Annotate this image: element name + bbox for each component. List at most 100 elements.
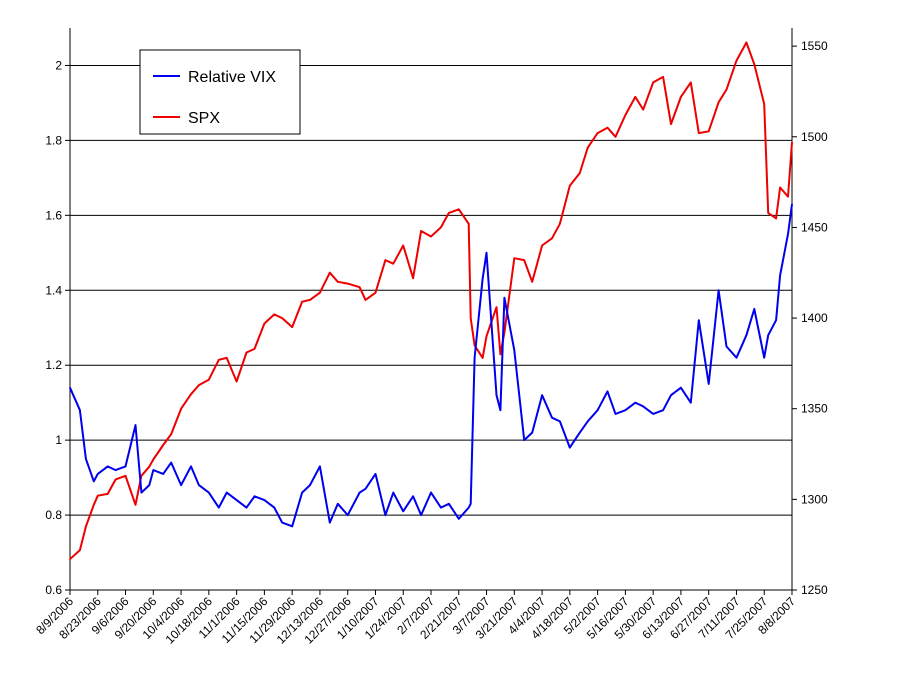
right-tick-label: 1550 [801, 39, 828, 53]
left-tick-label: 1.6 [45, 208, 62, 222]
data-point [596, 132, 599, 134]
data-point [458, 208, 460, 211]
data-point [218, 506, 220, 509]
data-point [642, 405, 644, 408]
data-point [569, 184, 571, 187]
data-point [541, 244, 543, 247]
data-point [469, 503, 472, 505]
data-point [170, 461, 172, 464]
right-tick-label: 1450 [801, 220, 828, 234]
data-point [753, 63, 756, 66]
data-point [440, 506, 442, 509]
data-point [670, 394, 672, 397]
data-point [513, 349, 516, 352]
data-point [725, 88, 728, 91]
data-point [263, 322, 266, 325]
data-point [225, 357, 228, 359]
data-point [735, 356, 738, 359]
data-point [579, 431, 581, 434]
legend: Relative VIX SPX [139, 49, 301, 135]
data-point [430, 235, 432, 238]
data-point [791, 141, 793, 143]
data-point [569, 446, 571, 449]
legend-label-spx: SPX [188, 110, 220, 127]
data-point [124, 465, 127, 468]
data-point [763, 103, 765, 105]
left-tick-label: 0.6 [45, 583, 62, 597]
data-point [245, 506, 248, 509]
data-point [124, 475, 127, 477]
data-point [162, 444, 164, 446]
data-point [473, 356, 476, 359]
data-point [662, 76, 664, 78]
data-point [753, 308, 756, 310]
data-point [301, 491, 303, 494]
data-point [680, 96, 682, 98]
series-line-spx [69, 41, 793, 560]
right-tick-label: 1500 [801, 130, 828, 144]
data-point [114, 469, 117, 471]
data-point [85, 525, 87, 528]
data-point [495, 306, 498, 309]
data-point [208, 491, 210, 494]
data-point [775, 217, 777, 220]
data-point [499, 409, 502, 412]
data-point [586, 420, 589, 423]
data-point [469, 317, 472, 319]
data-point [559, 223, 561, 225]
left-tick-label: 1.4 [45, 283, 62, 297]
data-point [152, 458, 155, 461]
data-point [499, 353, 502, 356]
data-point [337, 281, 339, 283]
data-point [337, 503, 339, 505]
data-point [114, 478, 117, 481]
data-point [596, 409, 599, 412]
data-point [634, 96, 637, 98]
data-point [273, 313, 276, 316]
data-point [606, 126, 609, 129]
data-point [775, 319, 777, 322]
data-point [69, 558, 71, 560]
data-point [245, 351, 248, 354]
data-point [402, 244, 405, 247]
data-point [717, 289, 720, 292]
data-point [430, 491, 432, 494]
left-axis-ticks: 0.6 0.8 1 1.2 1.4 1.6 1.8 2 [45, 58, 70, 597]
data-point [79, 409, 81, 412]
data-point [85, 458, 87, 460]
data-point [763, 356, 765, 359]
data-point [225, 491, 228, 494]
data-point [707, 383, 710, 385]
data-point [97, 473, 99, 475]
data-point [384, 259, 387, 261]
data-point [440, 226, 442, 229]
data-point [707, 130, 710, 133]
right-axis-ticks: 1250 1300 1350 1400 1450 1500 1550 [792, 39, 828, 597]
data-point [190, 393, 192, 396]
data-point [198, 384, 200, 386]
data-point [698, 319, 700, 322]
data-point [523, 259, 525, 261]
data-point [652, 81, 654, 84]
data-point [579, 172, 581, 174]
data-point [420, 230, 422, 232]
data-point [634, 401, 637, 404]
data-point [513, 257, 516, 260]
data-point [170, 433, 172, 435]
series-line-relative-vix [69, 203, 793, 528]
data-point [495, 394, 498, 397]
data-point [402, 510, 405, 513]
data-point [551, 416, 553, 419]
legend-label-relative-vix: Relative VIX [188, 69, 276, 86]
data-point [642, 108, 644, 111]
data-point [319, 291, 321, 294]
data-point [412, 495, 414, 498]
data-point [235, 380, 238, 383]
data-point [735, 59, 738, 62]
data-point [134, 504, 137, 506]
data-point [291, 525, 294, 528]
data-point [235, 499, 238, 501]
data-point [745, 41, 748, 44]
data-point [93, 504, 95, 506]
